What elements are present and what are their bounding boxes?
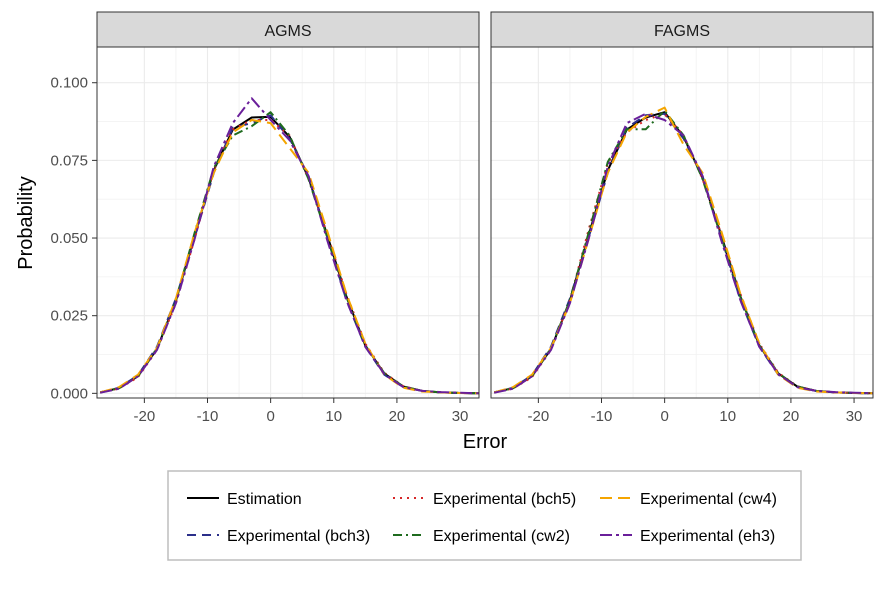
- legend: Estimation Experimental (bch3) Experimenta…: [167, 470, 802, 561]
- y-tick-label: 0.100: [50, 75, 88, 92]
- y-tick-label: 0.025: [50, 308, 88, 325]
- strip-label: AGMS: [264, 23, 311, 40]
- x-axis-title: Error: [463, 431, 508, 453]
- legend-label: Estimation: [227, 491, 302, 508]
- x-tick-label: 30: [452, 408, 469, 425]
- strip-background: [490, 11, 874, 48]
- x-tick-label: 20: [389, 408, 406, 425]
- y-axis: 0.000 0.025 0.050 0.075 0.100: [50, 75, 97, 402]
- strip-background: [96, 11, 480, 48]
- x-tick-label: -20: [528, 408, 550, 425]
- panel-fagms: FAGMS -20 -10 0 10 20 30: [490, 11, 874, 425]
- panel-background: [97, 47, 479, 398]
- x-tick-label: 10: [719, 408, 736, 425]
- panel-border: [490, 46, 874, 399]
- legend-label: Experimental (bch3): [227, 528, 370, 545]
- y-tick-label: 0.050: [50, 230, 88, 247]
- series-line: [493, 112, 874, 395]
- x-tick-label: -10: [197, 408, 219, 425]
- panel-background: [491, 47, 873, 398]
- x-tick-label: 0: [266, 408, 274, 425]
- x-tick-label: 0: [660, 408, 668, 425]
- legend-box: [167, 470, 802, 561]
- legend-label: Experimental (bch5): [433, 491, 576, 508]
- legend-label: Experimental (cw4): [640, 491, 777, 508]
- panel-agms: AGMS -20 -10 0 10 20 30: [96, 11, 480, 425]
- x-tick-label: 20: [783, 408, 800, 425]
- series-line: [99, 119, 480, 395]
- legend-label: Experimental (eh3): [640, 528, 775, 545]
- x-tick-label: -10: [591, 408, 613, 425]
- x-tick-label: 10: [325, 408, 342, 425]
- y-tick-label: 0.075: [50, 152, 88, 169]
- x-tick-label: -20: [134, 408, 156, 425]
- strip-label: FAGMS: [654, 23, 710, 40]
- y-axis-title: Probability: [15, 176, 37, 269]
- series-line: [99, 97, 480, 395]
- panel-border: [96, 46, 480, 399]
- legend-label: Experimental (cw2): [433, 528, 570, 545]
- x-tick-label: 30: [846, 408, 863, 425]
- y-tick-label: 0.000: [50, 385, 88, 402]
